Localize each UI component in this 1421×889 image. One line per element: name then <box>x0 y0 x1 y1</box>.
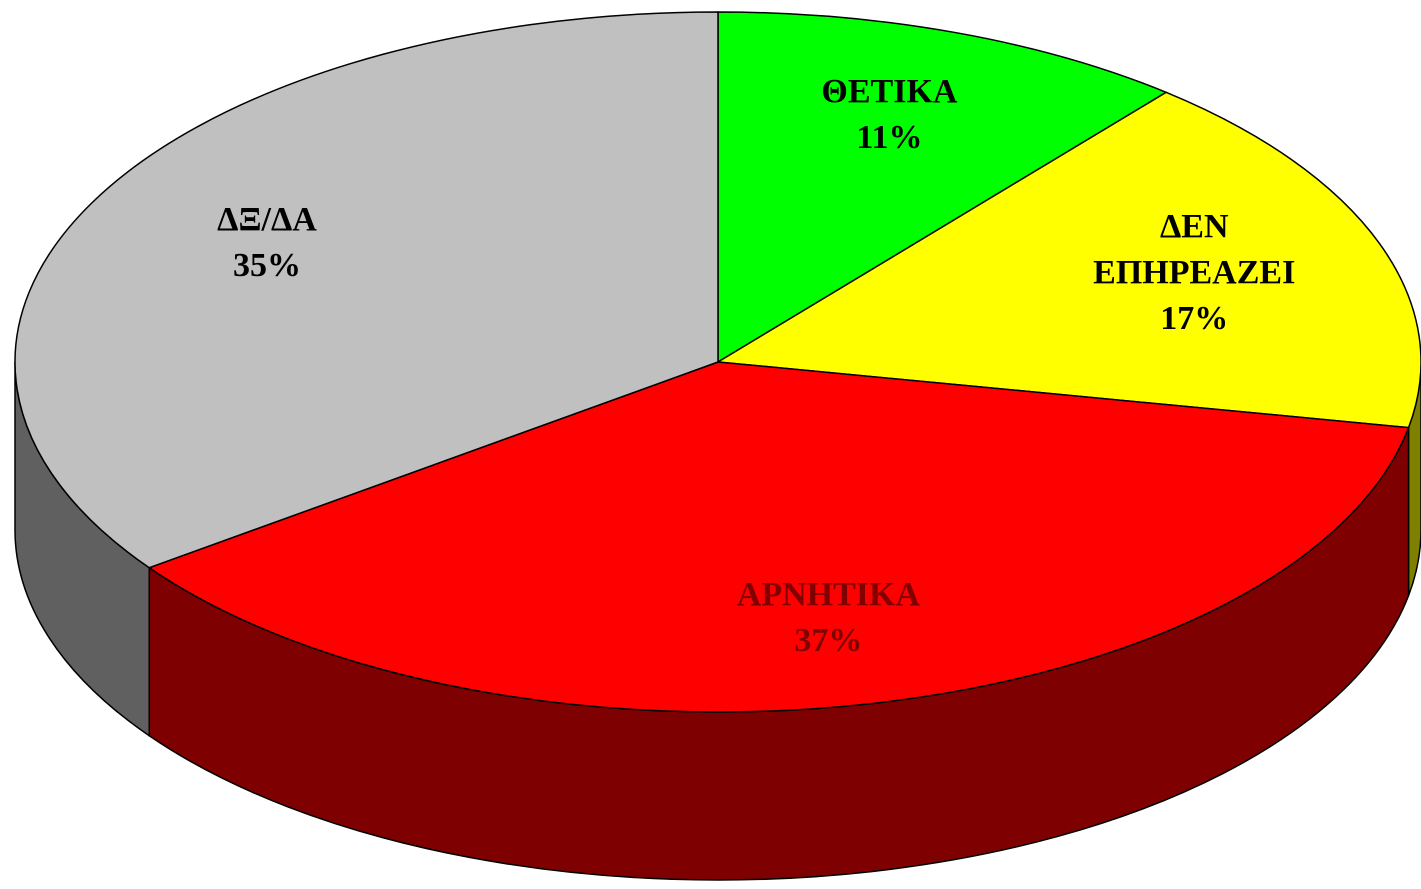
pie-slice <box>147 361 1410 713</box>
label-name: ΔΕΝ ΕΠΗΡΕΑΖΕΙ <box>1093 208 1296 292</box>
label-value: 11% <box>856 119 923 157</box>
pie-slice <box>715 91 1421 429</box>
pie-slice <box>14 11 719 569</box>
label-name: ΑΡΝΗΤΙΚΑ <box>736 576 921 614</box>
label-value: 37% <box>794 622 863 660</box>
data-label: ΔΕΝ ΕΠΗΡΕΑΖΕΙ 17% <box>1064 204 1324 342</box>
label-value: 35% <box>233 246 301 284</box>
data-label: ΑΡΝΗΤΙΚΑ 37% <box>698 572 958 664</box>
data-label: ΘΕΤΙΚΑ 11% <box>759 69 1019 161</box>
pie-slice <box>717 11 1168 364</box>
label-value: 17% <box>1160 300 1229 338</box>
data-label: ΔΞ/ΔΑ 35% <box>137 197 397 289</box>
label-name: ΔΞ/ΔΑ <box>217 200 317 238</box>
label-name: ΘΕΤΙΚΑ <box>821 73 958 111</box>
